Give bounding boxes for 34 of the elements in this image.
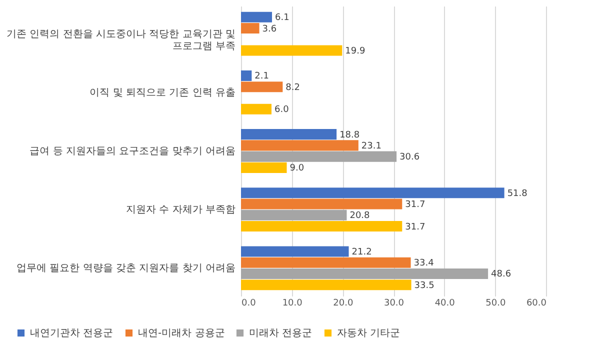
legend-label: 내연기관차 전용군 [30,328,114,339]
data-label: 18.8 [340,130,360,140]
data-label: 2.1 [254,72,270,82]
legend-label: 자동차 기타군 [337,328,400,339]
data-label: 21.2 [352,247,372,258]
data-label: 31.7 [405,222,426,232]
x-tick-label: 10.0 [282,298,303,308]
y-tick-label: 급여 등 지원자들의 요구조건을 맞추기 어려움 [30,146,236,157]
data-label: 33.4 [414,258,434,269]
data-label: 51.8 [507,188,528,199]
x-tick-label: 30.0 [384,298,404,308]
data-label: 6.0 [274,105,290,116]
data-label: 20.8 [350,211,370,222]
data-label: 31.7 [405,200,426,210]
data-label: 8.2 [286,82,300,93]
data-label: 33.5 [414,280,434,291]
x-tick-label: 20.0 [333,298,354,308]
x-tick-label: 60.0 [526,298,547,308]
x-tick-label: 40.0 [434,298,456,308]
x-tick-label: 0.0 [242,298,256,308]
y-tick-label: 기존 인력의 전환을 시도중이나 적당한 교육기관 및 프로그램 부족 [6,28,236,52]
data-label: 9.0 [290,164,304,174]
data-label: 23.1 [361,141,382,152]
data-label: 19.9 [345,46,366,57]
legend-label: 내연-미래차 공용군 [138,328,225,339]
y-tick-label: 업무에 필요한 역량을 갖춘 지원자를 찾기 어려움 [16,263,236,274]
data-label: 30.6 [400,152,420,163]
data-label: 3.6 [262,24,277,34]
y-tick-label: 이직 및 퇴직으로 기존 인력 유출 [90,87,236,98]
data-label: 48.6 [491,270,512,280]
y-tick-label: 지원자 수 자체가 부족함 [126,204,236,216]
x-tick-label: 50.0 [486,298,506,308]
legend-label: 미래차 전용군 [249,328,312,339]
data-label: 6.1 [275,13,290,24]
